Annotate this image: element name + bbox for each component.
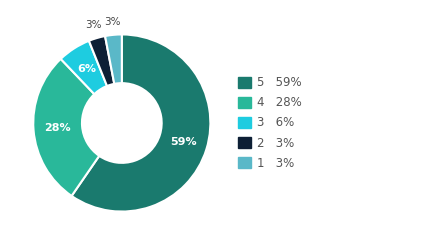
Legend: 5   59%, 4   28%, 3   6%, 2   3%, 1   3%: 5 59%, 4 28%, 3 6%, 2 3%, 1 3%	[238, 76, 302, 170]
Wedge shape	[72, 34, 210, 212]
Text: 3%: 3%	[104, 17, 120, 27]
Wedge shape	[33, 59, 99, 196]
Wedge shape	[61, 41, 107, 94]
Text: 3%: 3%	[85, 20, 101, 30]
Text: 28%: 28%	[44, 123, 71, 133]
Wedge shape	[105, 34, 122, 84]
Text: 59%: 59%	[170, 137, 196, 147]
Wedge shape	[89, 36, 114, 86]
Text: 6%: 6%	[78, 64, 97, 74]
